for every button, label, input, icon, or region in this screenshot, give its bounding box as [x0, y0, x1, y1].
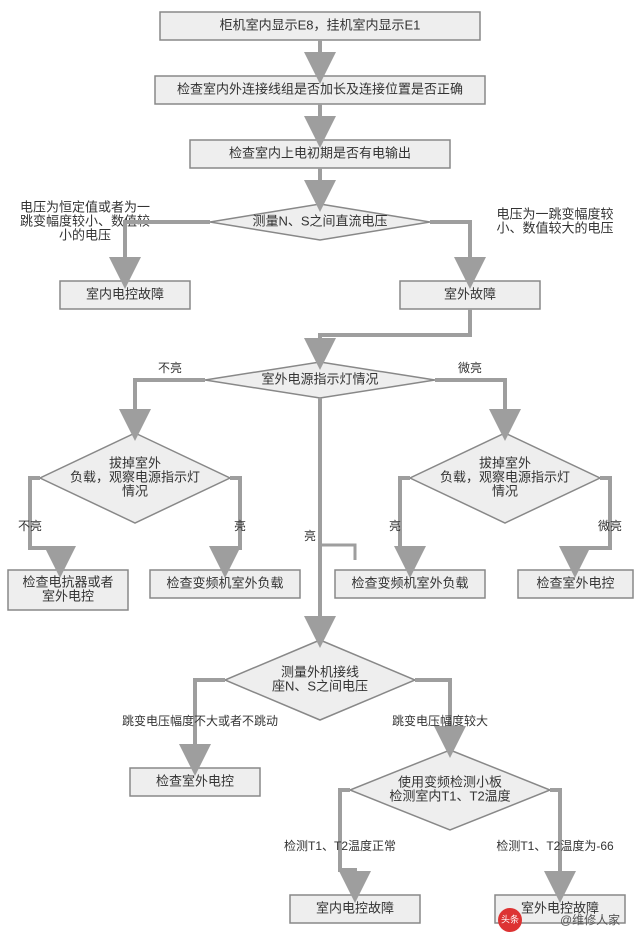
n2-label: 检查室内外连接线组是否加长及连接位置是否正确	[177, 81, 463, 96]
d5-label: 座N、S之间电压	[272, 678, 368, 693]
n1-label: 柜机室内显示E8，挂机室内显示E1	[220, 17, 421, 32]
arrow	[135, 380, 205, 433]
edge-label: 检测T1、T2温度为-66	[496, 838, 614, 853]
edge-label: 亮	[389, 518, 401, 533]
arrow	[400, 478, 410, 570]
edge-label: 不亮	[158, 360, 182, 375]
d3-label: 情况	[122, 483, 148, 498]
watermark-avatar: 头条	[501, 913, 519, 924]
arrow	[125, 222, 210, 281]
edge-label: 检测T1、T2温度正常	[284, 838, 396, 853]
arrow	[430, 222, 470, 281]
n3-label: 检查室内上电初期是否有电输出	[229, 145, 411, 160]
n6-label: 检查电抗器或者	[22, 574, 113, 589]
edge-label: 微亮	[458, 360, 482, 375]
n8-label: 检查变频机室外负载	[351, 575, 468, 590]
edge-label: 亮	[234, 518, 246, 533]
n7-label: 检查变频机室外负载	[166, 575, 283, 590]
edge-label: 跳变电压幅度不大或者不跳动	[122, 713, 278, 728]
d4-label: 情况	[492, 483, 518, 498]
d6-label: 检测室内T1、T2温度	[389, 788, 510, 803]
n10-label: 检查室外电控	[156, 773, 234, 788]
edge-label: 微亮	[598, 518, 622, 533]
d5-label: 测量外机接线	[281, 664, 359, 679]
watermark-text: @维修人家	[560, 912, 620, 927]
arrow	[435, 380, 505, 433]
side_l: 小的电压	[59, 227, 111, 242]
connector	[320, 545, 355, 560]
edge-label: 跳变电压幅度较大	[392, 713, 488, 728]
d3-label: 拔掉室外	[109, 455, 161, 470]
flowchart: 柜机室内显示E8，挂机室内显示E1检查室内外连接线组是否加长及连接位置是否正确检…	[0, 0, 640, 942]
d3-label: 负载，观察电源指示灯	[70, 469, 200, 484]
d1-label: 测量N、S之间直流电压	[252, 213, 387, 228]
d2-label: 室外电源指示灯情况	[261, 371, 378, 386]
n11-label: 室内电控故障	[316, 900, 394, 915]
n4-label: 室内电控故障	[86, 286, 164, 301]
edge-label: 亮	[304, 528, 316, 543]
edge-label: 不亮	[18, 518, 42, 533]
n9-label: 检查室外电控	[536, 575, 614, 590]
d4-label: 负载，观察电源指示灯	[440, 469, 570, 484]
d4-label: 拔掉室外	[479, 455, 531, 470]
n6-label: 室外电控	[42, 588, 94, 603]
side_r: 小、数值较大的电压	[496, 220, 613, 235]
side_r: 电压为一跳变幅度较	[496, 206, 613, 221]
d6-label: 使用变频检测小板	[398, 774, 502, 789]
n5-label: 室外故障	[444, 286, 496, 301]
arrow	[320, 309, 470, 362]
side_l: 电压为恒定值或者为一	[20, 199, 150, 214]
